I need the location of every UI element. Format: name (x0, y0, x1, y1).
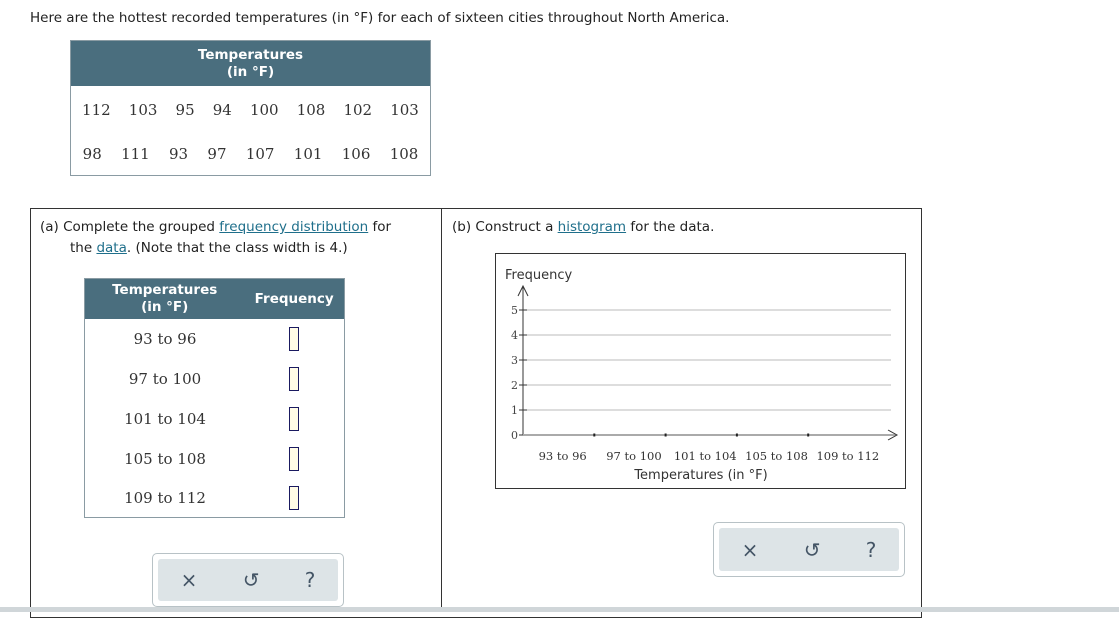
x-tick (593, 433, 596, 437)
panel-divider (441, 208, 442, 612)
part-b-instructions: (b) Construct a histogram for the data. (452, 217, 714, 238)
cell: 108 (296, 101, 326, 119)
frequency-input[interactable] (289, 367, 299, 391)
undo-button[interactable]: ↺ (242, 568, 260, 592)
x-tick-label: 105 to 108 (745, 449, 808, 463)
table-row: 97 to 100 (85, 359, 344, 399)
table-row: 93 to 96 (85, 319, 344, 359)
cell: 95 (175, 101, 195, 119)
x-tick-label: 101 to 104 (674, 449, 737, 463)
text: . (Note that the class width is 4.) (126, 240, 348, 256)
y-tick-label: 3 (511, 354, 518, 367)
x-tick-label: 109 to 112 (816, 449, 879, 463)
y-tick-label: 0 (511, 429, 518, 442)
cell: 107 (245, 145, 275, 163)
help-button[interactable]: ? (865, 537, 877, 562)
frequency-input[interactable] (289, 407, 299, 431)
data-link[interactable]: data (96, 240, 127, 256)
x-tick (664, 433, 667, 437)
header-line: (in °F) (141, 299, 189, 315)
class-label: 109 to 112 (124, 489, 206, 507)
cell: 101 (293, 145, 323, 163)
class-label: 101 to 104 (124, 410, 206, 428)
y-axis-arrow (517, 284, 529, 297)
bottom-scrollbar[interactable] (0, 607, 1119, 612)
x-axis-label: Temperatures (in °F) (633, 468, 767, 483)
temperature-data-table: Temperatures (in °F) 112 103 95 94 100 108 102 1… (70, 40, 431, 176)
part-b-action-buttons: × ↺? (713, 522, 905, 577)
text: the (70, 240, 97, 256)
text: for the data. (626, 219, 715, 235)
cell: 112 (82, 101, 111, 119)
x-tick (807, 433, 810, 437)
class-label: 105 to 108 (124, 450, 206, 468)
x-tick (735, 433, 738, 437)
part-a-action-buttons: × ↺? (152, 553, 344, 607)
intro-text: Here are the hottest recorded temperatur… (30, 10, 730, 26)
histogram-svg[interactable]: Frequency Temperatures (in °F) 0 1 2 3 4 5 93 … (496, 254, 905, 488)
cell: 108 (389, 145, 419, 163)
cell: 98 (82, 145, 102, 163)
y-tick-label: 1 (511, 404, 518, 417)
cell: 106 (341, 145, 371, 163)
frequency-input[interactable] (289, 327, 299, 351)
table-row: 101 to 104 (85, 399, 344, 439)
clear-button[interactable]: × (741, 537, 759, 562)
header-line: (in °F) (226, 64, 275, 80)
cell: 93 (169, 145, 189, 163)
part-a-instructions: (a) Complete the grouped frequency distr… (40, 217, 430, 259)
table-row: 109 to 112 (85, 478, 344, 518)
frequency-column-header: Frequency (254, 290, 334, 307)
text: (b) Construct a (452, 219, 558, 235)
text: for (368, 219, 392, 235)
cell: 103 (128, 101, 158, 119)
help-button[interactable]: ? (304, 568, 316, 592)
cell: 100 (249, 101, 279, 119)
cell: 97 (207, 145, 227, 163)
class-label: 93 to 96 (133, 330, 197, 348)
text: (a) Complete the grouped (40, 219, 220, 235)
class-label: 97 to 100 (128, 370, 202, 388)
class-column-header: Temperatures (in °F) (85, 282, 244, 316)
y-tick-label: 5 (511, 304, 518, 317)
frequency-input[interactable] (289, 486, 299, 510)
cell: 94 (212, 101, 232, 119)
x-tick-label: 93 to 96 (539, 449, 587, 463)
data-row: 112 103 95 94 100 108 102 103 (71, 101, 430, 119)
clear-button[interactable]: × (180, 568, 198, 592)
table-row: 105 to 108 (85, 439, 344, 479)
frequency-table: Temperatures (in °F) Frequency 93 to 96 9… (84, 278, 345, 518)
y-tick-label: 2 (511, 379, 518, 392)
x-tick-label: 97 to 100 (606, 449, 661, 463)
header-line: Temperatures (112, 282, 218, 298)
data-table-header: Temperatures (in °F) (71, 41, 430, 86)
data-row: 98 111 93 97 107 101 106 108 (71, 145, 430, 163)
cell: 103 (390, 101, 419, 119)
cell: 102 (343, 101, 373, 119)
histogram-link[interactable]: histogram (557, 219, 627, 235)
cell: 111 (121, 145, 150, 163)
y-axis-label: Frequency (505, 268, 572, 283)
frequency-table-header: Temperatures (in °F) Frequency (85, 279, 344, 319)
x-axis-arrow (887, 429, 899, 441)
header-line: Temperatures (197, 47, 304, 63)
frequency-distribution-link[interactable]: frequency distribution (219, 219, 369, 235)
frequency-input[interactable] (289, 447, 299, 471)
histogram-chart[interactable]: Frequency Temperatures (in °F) 0 1 2 3 4 5 93 … (495, 253, 906, 489)
undo-button[interactable]: ↺ (803, 537, 821, 562)
y-tick-label: 4 (511, 329, 518, 342)
